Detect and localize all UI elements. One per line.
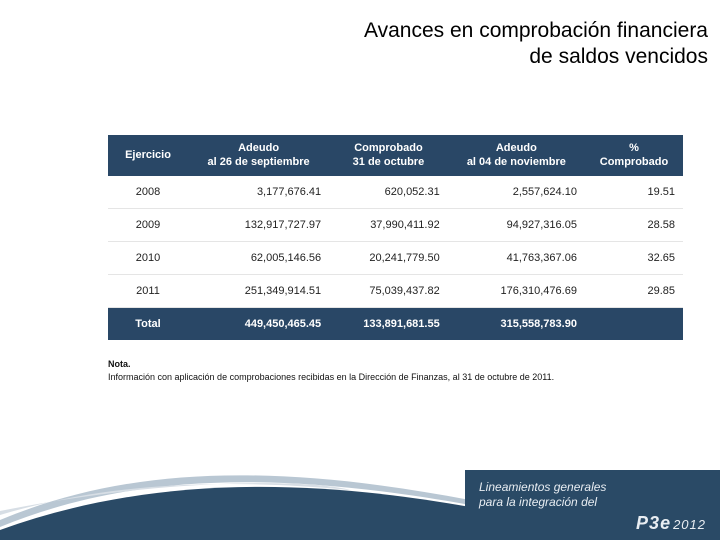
col-ejercicio: Ejercicio <box>108 135 188 176</box>
col-adeudo-sep: Adeudo al 26 de septiembre <box>188 135 329 176</box>
cell: 2011 <box>108 274 188 307</box>
table-total-row: Total 449,450,465.45 133,891,681.55 315,… <box>108 307 683 340</box>
cell: 29.85 <box>585 274 683 307</box>
financial-table: Ejercicio Adeudo al 26 de septiembre Com… <box>108 135 683 340</box>
cell: 20,241,779.50 <box>329 241 448 274</box>
cell: 2008 <box>108 176 188 209</box>
footer-line-2: para la integración del <box>479 495 708 510</box>
title-line-2: de saldos vencidos <box>529 45 708 68</box>
cell: 620,052.31 <box>329 176 448 209</box>
cell: 62,005,146.56 <box>188 241 329 274</box>
cell: 28.58 <box>585 208 683 241</box>
cell: 94,927,316.05 <box>448 208 585 241</box>
cell: 75,039,437.82 <box>329 274 448 307</box>
footnote: Nota. Información con aplicación de comp… <box>108 358 683 383</box>
cell: 132,917,727.97 <box>188 208 329 241</box>
footer-brand: P3e2012 <box>636 512 706 535</box>
cell: 315,558,783.90 <box>448 307 585 340</box>
col-comprobado: Comprobado 31 de octubre <box>329 135 448 176</box>
note-label: Nota. <box>108 359 131 369</box>
cell: 19.51 <box>585 176 683 209</box>
table-row: 2011 251,349,914.51 75,039,437.82 176,31… <box>108 274 683 307</box>
cell: 449,450,465.45 <box>188 307 329 340</box>
cell: 41,763,367.06 <box>448 241 585 274</box>
cell: 2009 <box>108 208 188 241</box>
title-line-1: Avances en comprobación financiera <box>364 19 708 42</box>
cell: 2010 <box>108 241 188 274</box>
cell: 3,177,676.41 <box>188 176 329 209</box>
page-title: Avances en comprobación financiera de sa… <box>364 18 708 71</box>
footer-line-1: Lineamientos generales <box>479 480 708 495</box>
brand-name: P3e <box>636 513 671 533</box>
cell <box>585 307 683 340</box>
cell: 32.65 <box>585 241 683 274</box>
footer-brand-box: Lineamientos generales para la integraci… <box>465 470 720 540</box>
table-row: 2010 62,005,146.56 20,241,779.50 41,763,… <box>108 241 683 274</box>
table-row: 2008 3,177,676.41 620,052.31 2,557,624.1… <box>108 176 683 209</box>
note-text: Información con aplicación de comprobaci… <box>108 372 554 382</box>
cell: 37,990,411.92 <box>329 208 448 241</box>
cell: 2,557,624.10 <box>448 176 585 209</box>
cell: 133,891,681.55 <box>329 307 448 340</box>
brand-year: 2012 <box>673 517 706 532</box>
cell: 251,349,914.51 <box>188 274 329 307</box>
col-pct: % Comprobado <box>585 135 683 176</box>
cell: 176,310,476.69 <box>448 274 585 307</box>
col-adeudo-nov: Adeudo al 04 de noviembre <box>448 135 585 176</box>
cell: Total <box>108 307 188 340</box>
table-row: 2009 132,917,727.97 37,990,411.92 94,927… <box>108 208 683 241</box>
